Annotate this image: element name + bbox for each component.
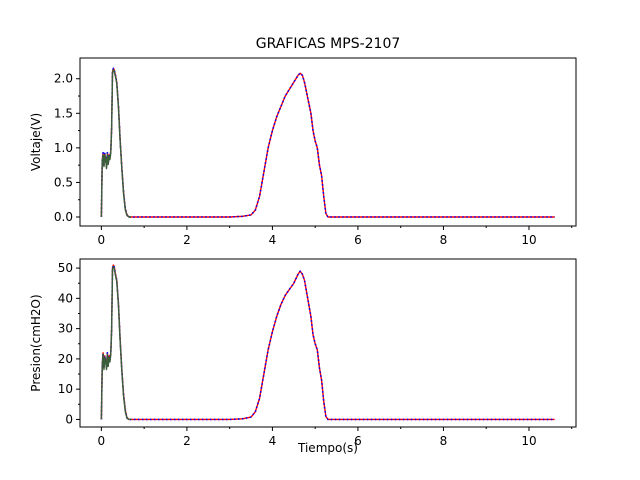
pressure-y-tick-label: 40 (58, 291, 73, 305)
voltage-x-tick-label: 4 (269, 233, 277, 247)
voltage-panel: 0 2 4 6 8 10 0.0 0.5 1.0 1.5 2.0 Voltaje(V) (29, 57, 577, 247)
pressure-y-tick-label: 50 (58, 261, 73, 275)
pressure-x-axis-label: Tiempo(s) (297, 441, 358, 455)
pressure-x-tick-label: 4 (269, 434, 277, 448)
pressure-x-tick-label: 8 (440, 434, 448, 448)
voltage-y-tick-label: 0.0 (54, 210, 73, 224)
pressure-y-tick-label: 30 (58, 322, 73, 336)
pressure-series-line-1 (100, 264, 555, 421)
pressure-x-tick-label: 6 (354, 434, 362, 448)
pressure-y-tick-label: 20 (58, 352, 73, 366)
voltage-x-tick-label: 0 (98, 233, 106, 247)
voltage-x-tick-label: 6 (354, 233, 362, 247)
voltage-y-tick-label: 1.5 (54, 106, 73, 120)
voltage-x-tick-label: 8 (440, 233, 448, 247)
voltage-x-tick-label: 10 (521, 233, 536, 247)
voltage-y-tick-label: 0.5 (54, 175, 73, 189)
chart-title: GRAFICAS MPS-2107 (256, 36, 401, 52)
voltage-x-tick-label: 2 (183, 233, 191, 247)
pressure-series-line-2 (100, 265, 132, 421)
pressure-x-tick-label: 0 (98, 434, 106, 448)
voltage-y-tick-label: 2.0 (54, 72, 73, 86)
pressure-plot-frame (79, 258, 577, 428)
voltage-series-line-2 (100, 69, 132, 218)
voltage-y-axis-label: Voltaje(V) (29, 113, 43, 171)
voltage-y-tick-label: 1.0 (54, 141, 73, 155)
pressure-y-tick-label: 0 (65, 412, 73, 426)
pressure-x-tick-label: 10 (521, 434, 536, 448)
pressure-y-tick-label: 10 (58, 382, 73, 396)
pressure-y-axis-label: Presion(cmH2O) (29, 294, 43, 391)
pressure-x-tick-label: 2 (183, 434, 191, 448)
voltage-plot-frame (79, 57, 577, 227)
pressure-panel: 0 2 4 6 8 10 0 10 20 30 40 50 Presion(cmH2O) Tiempo(s… (29, 258, 577, 455)
